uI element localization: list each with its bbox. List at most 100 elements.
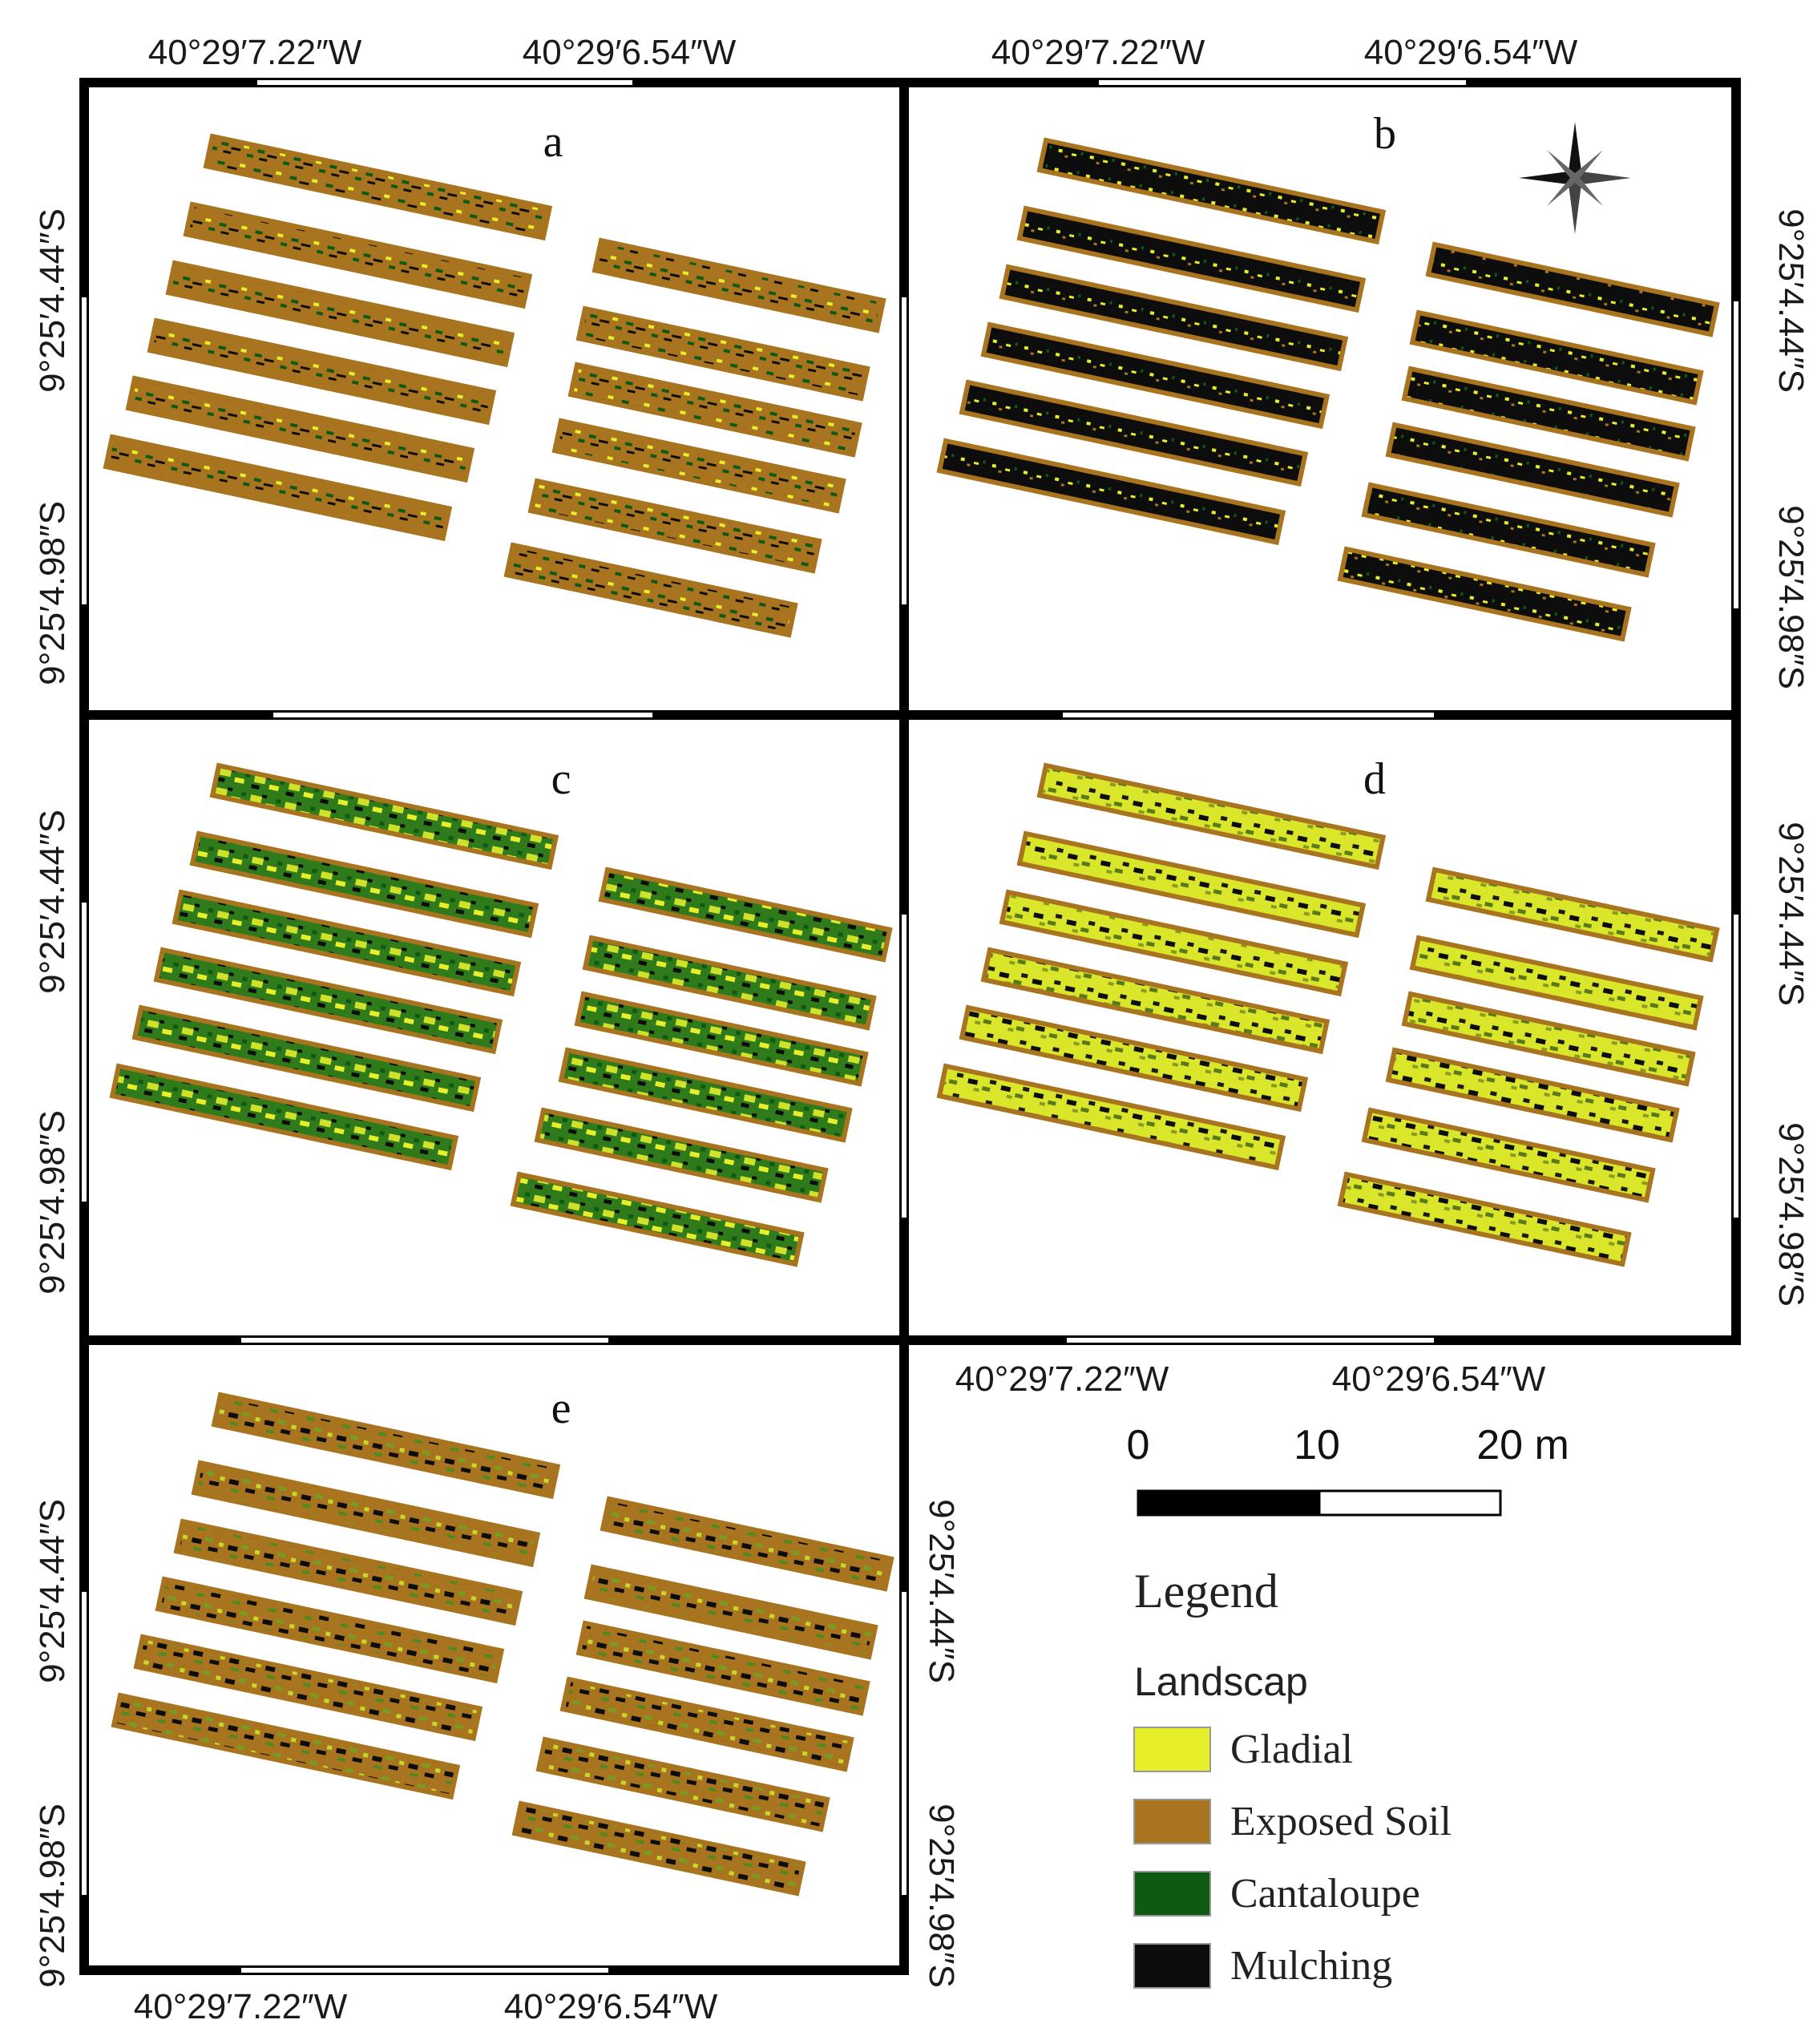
field-strip [510,1171,805,1267]
field-strip [189,830,539,939]
lat-label-c-2: 9°25′4.98″S [33,1110,72,1295]
field-strip [125,375,475,483]
lon-label-e-1: 40°29′7.22″W [134,1987,348,2026]
lon-label-e-2: 40°29′6.54″W [504,1987,718,2026]
field-strip [527,478,822,574]
field-strip [999,889,1349,997]
field-strip [131,1004,482,1113]
field-strip [191,1460,541,1568]
field-strip [1361,482,1656,578]
field-strip [1409,309,1704,406]
lon-label-b-1: 40°29′7.22″W [991,33,1205,72]
field-strip [1401,991,1696,1087]
field-strip [1425,866,1720,963]
field-strip [959,1004,1309,1113]
lat-label-c-1: 9°25′4.44″S [33,810,72,994]
field-strip [534,1107,829,1203]
field-strip [567,362,862,458]
lat-label-b-2: 9°25′4.98″S [1771,505,1811,689]
scale-label-10: 10 [1294,1422,1340,1468]
field-strips-b [936,137,1720,642]
field-strip [173,1518,523,1626]
field-strips-c [109,762,893,1267]
field-strip [980,321,1330,430]
field-strip [559,1676,854,1772]
legend-swatch [1133,1943,1211,1989]
field-strip [551,418,846,514]
panel-label-a: a [543,117,563,167]
field-strip [980,947,1330,1055]
field-strip [575,305,870,402]
panel-label-b: b [1374,109,1396,159]
legend-item-label: Exposed Soil [1230,1799,1452,1844]
field-strip [959,379,1309,487]
field-strip [1385,422,1680,518]
lon-label-a-2: 40°29′6.54″W [523,33,737,72]
compass-rose-icon [1519,122,1631,234]
field-strip [574,991,869,1087]
lon-label-d-1: 40°29′7.22″W [955,1359,1169,1399]
scale-bar-black-segment [1137,1489,1321,1517]
field-strip [1385,1047,1680,1143]
field-strip [582,935,877,1031]
field-strip [203,133,553,241]
field-strip [592,237,886,333]
field-strips-e [111,1392,894,1897]
panel-label-e: e [551,1384,571,1433]
field-strip [1401,366,1696,462]
scale-label-20: 20 m [1476,1422,1569,1468]
lat-label-a-1: 9°25′4.44″S [33,208,72,393]
legend-subtitle: Landscap [1134,1659,1308,1704]
lat-label-d-2: 9°25′4.98″S [1771,1122,1811,1307]
field-strip [133,1634,483,1742]
lat-label-e-r-2: 9°25′4.98″S [922,1804,961,1988]
lon-label-b-2: 40°29′6.54″W [1364,33,1578,72]
field-strip [109,1063,459,1171]
field-strip [1337,1171,1632,1267]
field-strip [511,1800,806,1897]
lat-label-e-r-1: 9°25′4.44″S [922,1499,961,1683]
field-strip [1016,205,1367,313]
field-strip [936,1063,1286,1171]
panel-label-d: d [1363,754,1386,804]
field-strip [1036,137,1387,245]
field-strip [1361,1107,1656,1203]
field-strip [503,542,798,638]
field-strip [558,1047,853,1143]
scale-label-0: 0 [1127,1422,1150,1468]
lat-label-e-1: 9°25′4.44″S [33,1499,72,1683]
panel-label-c: c [551,754,571,804]
legend-swatch [1133,1871,1211,1917]
field-strip [147,317,497,426]
field-strip [183,201,533,309]
lat-label-e-2: 9°25′4.98″S [33,1804,72,1988]
field-strip [583,1564,878,1660]
field-strip [1016,830,1367,939]
map-frames [79,78,1741,1975]
field-strip [155,1576,505,1684]
field-strips-d [936,762,1720,1267]
legend-item-label: Cantaloupe [1230,1871,1420,1917]
lon-label-d-2: 40°29′6.54″W [1332,1359,1546,1399]
field-strip [1425,241,1720,337]
field-strip [598,866,893,963]
field-strip [600,1496,894,1592]
field-strip [936,438,1286,546]
lat-label-b-1: 9°25′4.44″S [1771,208,1811,393]
field-strip [103,434,453,542]
legend-item-label: Gladial [1230,1727,1353,1772]
scale-bar: 0 10 20 m [1127,1422,1569,1517]
legend-title: Legend [1134,1565,1278,1618]
field-strip [535,1736,830,1832]
field-strip [1337,546,1632,642]
scale-bar-white-segment [1318,1489,1502,1517]
field-strip [999,264,1349,372]
field-strip [165,260,515,368]
field-strip [1036,762,1387,871]
field-strip [153,947,503,1055]
field-strip [209,762,559,871]
legend-swatch [1133,1799,1211,1844]
field-strip [575,1620,870,1716]
legend: Legend Landscap Gladial Exposed Soil Canta… [1133,1565,1452,1989]
